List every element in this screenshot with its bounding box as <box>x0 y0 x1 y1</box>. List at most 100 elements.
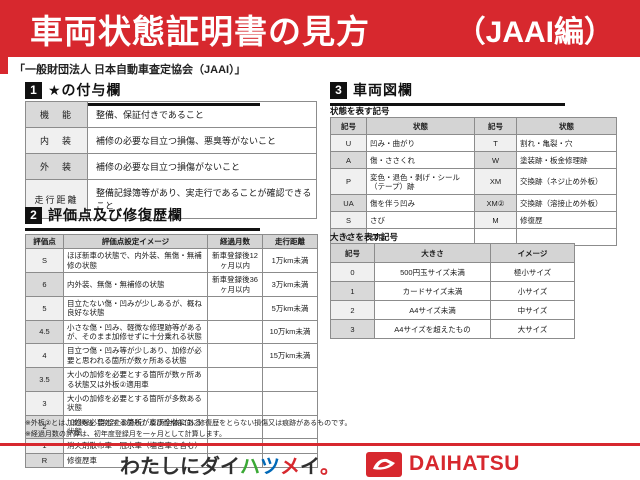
slogan-char: ダ <box>200 455 221 478</box>
star-criteria-table: 機 能 整備、保証付きであること 内 装 補修の必要な目立つ損傷、悪臭等がないこ… <box>25 101 317 219</box>
criteria-desc: 補修の必要な目立つ損傷、悪臭等がないこと <box>87 127 317 154</box>
condition-symbols-table: 記号 状態 記号 状態 U 凹み・曲がり T 割れ・亀裂・穴 A 傷・ささくれ … <box>330 117 617 246</box>
sizes-table-caption: 大きさを表す記号 <box>330 232 399 242</box>
size-image-cell: 極小サイズ <box>490 262 575 282</box>
section2-number: 2 <box>25 206 42 224</box>
criteria-label: 走行距離 <box>25 179 88 219</box>
image-cell: 大小の加修を必要とする箇所が多数ある状態 <box>63 390 208 416</box>
table-row: 2 A4サイズ未満 中サイズ <box>330 300 575 320</box>
symbol-cell: C <box>330 228 367 246</box>
months-cell <box>207 390 263 416</box>
symbol-cell: W <box>474 151 517 169</box>
score-cell: 4 <box>25 343 64 369</box>
mileage-cell: 3万km未満 <box>262 272 318 297</box>
table-row: S さび M 修復歴 <box>330 211 617 229</box>
score-cell: R <box>25 452 64 469</box>
table-row: S ほぼ新車の状態で、内外装、無傷・無補修の状態 新車登録後12ヶ月以内 1万k… <box>25 248 318 274</box>
criteria-desc: 補修の必要な目立つ損傷がないこと <box>87 153 317 180</box>
footnotes: ※外板②とは、交換跡（溶接止め外板）及び骨格部位に修復歴をとらない損傷又は痕跡が… <box>25 419 625 441</box>
criteria-label: 外 装 <box>25 153 88 180</box>
size-symbol-cell: 3 <box>330 319 375 339</box>
criteria-desc: 整備記録簿等があり、実走行であることが確認できること <box>87 179 317 219</box>
symbol-cell: XM <box>474 168 517 195</box>
months-cell <box>207 319 263 345</box>
daihatsu-mark-icon <box>366 451 403 477</box>
condition-cell: 交換跡（溶接止め外板） <box>516 194 617 212</box>
column-header: 状態 <box>516 117 617 135</box>
symbols-table-caption: 状態を表す記号 <box>330 106 390 116</box>
table-row: C 腐食 <box>330 228 617 246</box>
symbol-cell: M <box>474 211 517 229</box>
image-cell: 大小の加修を必要とする箇所が数ヶ所ある状態又は外板②適用車 <box>63 367 208 392</box>
size-image-cell: 小サイズ <box>490 281 575 301</box>
footer: わ た し に ダ イ ハ ツ メ イ 。 DAIHATSU <box>0 450 640 478</box>
condition-cell: 塗装跡・板金修理跡 <box>516 151 617 169</box>
size-symbol-cell: 0 <box>330 262 375 282</box>
section3-header: 3 車両図欄 <box>330 80 565 106</box>
table-row: 4.5 小さな傷・凹み、軽微な修理跡等があるが、そのまま加修せずに十分乗れる状態… <box>25 319 318 345</box>
score-cell: 5 <box>25 295 64 321</box>
condition-cell: 割れ・亀裂・穴 <box>516 134 617 152</box>
section2-title: 評価点及び修復歴欄 <box>48 207 183 223</box>
column-header: イメージ <box>490 243 575 263</box>
section3-title: 車両図欄 <box>353 82 413 98</box>
mileage-cell <box>262 390 318 416</box>
months-cell <box>207 367 263 392</box>
months-cell: 新車登録後12ヶ月以内 <box>207 248 263 274</box>
slogan-char: し <box>160 455 181 478</box>
table-header-row: 記号 状態 記号 状態 <box>330 117 617 135</box>
symbol-cell: P <box>330 168 367 195</box>
mileage-cell: 10万km未満 <box>262 319 318 345</box>
table-row: 3.5 大小の加修を必要とする箇所が数ヶ所ある状態又は外板②適用車 <box>25 367 318 392</box>
table-row: 4 目立つ傷・凹み等が少しあり、加修が必要と思われる箇所が数ヶ所ある状態 15万… <box>25 343 318 369</box>
size-symbol-cell: 2 <box>330 300 375 320</box>
issuer-subtitle: 「一般財団法人 日本自動車査定協会（JAAI）」 <box>14 64 246 76</box>
column-header: 経過月数 <box>207 233 263 250</box>
column-header: 評価点設定イメージ <box>63 233 208 250</box>
table-row: 1 消火剤散布車・冠水車（塩害車を含む） <box>25 438 318 454</box>
condition-cell: 変色・退色・剥げ・シール（テープ）跡 <box>366 168 475 195</box>
months-cell <box>207 343 263 369</box>
column-header: 走行距離 <box>262 233 318 250</box>
footer-divider <box>0 443 640 446</box>
table-row: R 修復歴車 <box>25 452 318 469</box>
condition-cell: さび <box>366 211 475 229</box>
table-row: UA 傷を伴う凹み XM② 交換跡（溶接止め外板） <box>330 194 617 212</box>
score-cell: 2 <box>25 414 64 440</box>
footnote-line: ※外板②とは、交換跡（溶接止め外板）及び骨格部位に修復歴をとらない損傷又は痕跡が… <box>25 420 352 427</box>
table-row: 機 能 整備、保証付きであること <box>25 101 317 128</box>
image-cell: 修復歴車 <box>63 452 208 469</box>
criteria-desc: 整備、保証付きであること <box>87 101 317 128</box>
column-header: 記号 <box>330 243 375 263</box>
table-header-row: 記号 大きさ イメージ <box>330 243 575 263</box>
table-row: 3 大小の加修を必要とする箇所が多数ある状態 <box>25 390 318 416</box>
mileage-cell <box>262 367 318 392</box>
table-row: 内 装 補修の必要な目立つ損傷、悪臭等がないこと <box>25 127 317 154</box>
page-title-edition: （JAAI編） <box>455 15 614 49</box>
table-row: 5 目立たない傷・凹みが少しあるが、概ね良好な状態 5万km未満 <box>25 295 318 321</box>
size-desc-cell: A4サイズを超えたもの <box>374 319 491 339</box>
slogan-char: ツ <box>260 455 281 478</box>
column-header: 状態 <box>366 117 475 135</box>
table-row: U 凹み・曲がり T 割れ・亀裂・穴 <box>330 134 617 152</box>
size-image-cell: 中サイズ <box>490 300 575 320</box>
section1-title: ★の付与欄 <box>48 82 122 98</box>
mileage-cell: 15万km未満 <box>262 343 318 369</box>
slogan-char: わ <box>120 455 141 478</box>
size-image-cell: 大サイズ <box>490 319 575 339</box>
image-cell: 小さな傷・凹み、軽微な修理跡等があるが、そのまま加修せずに十分乗れる状態 <box>63 319 208 345</box>
column-header: 評価点 <box>25 233 64 250</box>
score-cell: 3.5 <box>25 367 64 392</box>
slogan-char: 。 <box>320 455 341 478</box>
table-row: 外 装 補修の必要な目立つ損傷がないこと <box>25 153 317 180</box>
score-cell: 4.5 <box>25 319 64 345</box>
slogan-char: た <box>140 455 161 478</box>
image-cell: 目立たない傷・凹みが少しあるが、概ね良好な状態 <box>63 295 208 321</box>
months-cell: 新車登録後36ヶ月以内 <box>207 272 263 297</box>
daihatsu-slogan: わ た し に ダ イ ハ ツ メ イ 。 <box>120 450 340 479</box>
mileage-cell: 1万km未満 <box>262 248 318 274</box>
months-cell <box>207 295 263 321</box>
table-row: 1 カードサイズ未満 小サイズ <box>330 281 575 301</box>
column-header: 記号 <box>474 117 517 135</box>
slogan-char: ハ <box>240 455 261 478</box>
